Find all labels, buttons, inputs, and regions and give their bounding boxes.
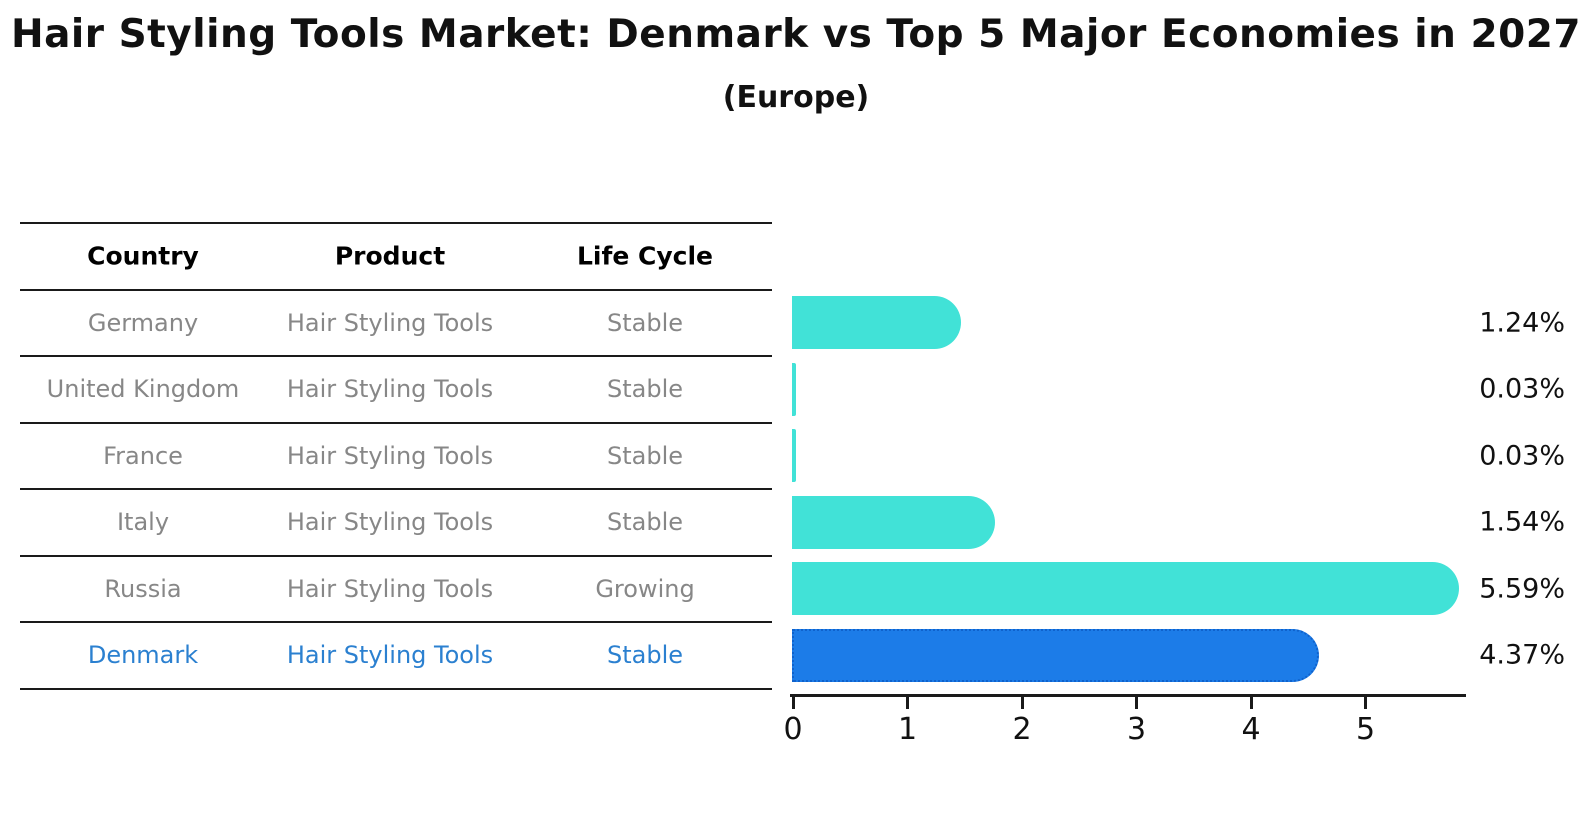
value-label-denmark: 4.37% — [1479, 639, 1565, 671]
table-rule — [20, 421, 772, 424]
cell-product-russia: Hair Styling Tools — [286, 574, 494, 603]
x-axis-tick-label: 2 — [1012, 712, 1032, 747]
value-label-germany: 1.24% — [1479, 307, 1565, 339]
table-rule — [20, 621, 772, 623]
cell-country-france: France — [103, 441, 183, 470]
cell-country-italy: Italy — [116, 508, 170, 537]
cell-product-germany: Hair Styling Tools — [286, 308, 494, 337]
table-rule — [20, 488, 772, 490]
cell-life-cycle-united-kingdom: Stable — [606, 375, 684, 404]
x-axis-tick — [1020, 697, 1024, 709]
cell-country-united-kingdom: United Kingdom — [46, 375, 240, 404]
x-axis-tick — [1364, 697, 1367, 709]
table-rule — [20, 355, 772, 357]
cell-product-france: Hair Styling Tools — [286, 441, 494, 470]
cell-country-denmark: Denmark — [87, 641, 199, 670]
cell-life-cycle-italy: Stable — [606, 508, 684, 537]
x-axis-line — [790, 694, 1466, 697]
value-label-italy: 1.54% — [1479, 506, 1565, 538]
table-rule — [20, 288, 772, 291]
table-rule — [20, 554, 772, 557]
x-axis-tick-label: 4 — [1241, 712, 1261, 747]
bar-denmark — [792, 628, 1320, 682]
bar-italy — [792, 495, 996, 549]
cell-life-cycle-russia: Growing — [595, 574, 695, 603]
x-axis-tick-label: 0 — [783, 712, 803, 747]
bar-russia — [792, 562, 1460, 616]
bar-united-kingdom — [792, 362, 796, 416]
cell-product-italy: Hair Styling Tools — [286, 508, 494, 537]
table-rule — [20, 222, 772, 224]
value-label-united-kingdom: 0.03% — [1479, 373, 1565, 405]
bar-france — [792, 429, 796, 483]
x-axis-tick-label: 5 — [1355, 712, 1376, 747]
column-header-product: Product — [334, 241, 446, 271]
x-axis-tick — [791, 697, 795, 709]
cell-life-cycle-denmark: Stable — [606, 641, 684, 670]
cell-life-cycle-germany: Stable — [606, 308, 684, 337]
x-axis-tick-label: 3 — [1126, 712, 1147, 747]
column-header-life-cycle: Life Cycle — [576, 241, 714, 271]
table-rule — [20, 687, 772, 690]
x-axis-tick — [906, 697, 909, 709]
cell-life-cycle-france: Stable — [606, 441, 684, 470]
column-header-country: Country — [87, 241, 199, 271]
x-axis-tick — [1135, 697, 1138, 709]
x-axis-tick — [1249, 697, 1253, 709]
cell-product-united-kingdom: Hair Styling Tools — [286, 375, 494, 404]
bar-germany — [792, 296, 961, 350]
cell-country-germany: Germany — [87, 308, 199, 337]
cell-country-russia: Russia — [104, 574, 182, 603]
chart-title: Hair Styling Tools Market: Denmark vs To… — [10, 12, 1582, 57]
x-axis-tick-label: 1 — [897, 712, 918, 747]
chart-subtitle: (Europe) — [722, 80, 870, 115]
cell-product-denmark: Hair Styling Tools — [286, 641, 494, 670]
value-label-france: 0.03% — [1479, 440, 1565, 472]
value-label-russia: 5.59% — [1479, 573, 1565, 605]
